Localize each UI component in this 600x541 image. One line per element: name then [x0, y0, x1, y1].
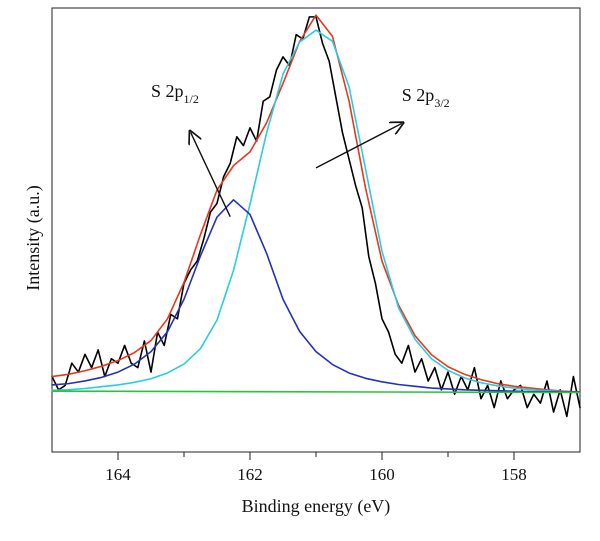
annotation-label-1: S 2p3/2 [402, 85, 450, 110]
series-0 [51, 16, 581, 418]
x-tick-label-158: 158 [501, 465, 527, 484]
y-axis-label: Intensity (a.u.) [23, 185, 44, 290]
series-1 [51, 14, 581, 393]
annotation-layer: S 2p1/2 S 2p3/2 [151, 81, 450, 217]
annotation-label-subscript: 3/2 [434, 96, 449, 110]
annotation-arrow-0 [191, 132, 231, 217]
series-layer [51, 14, 581, 418]
annotation-label-subscript: 1/2 [184, 92, 199, 106]
x-tick-label-164: 164 [105, 465, 131, 484]
annotation-label-base: S 2p [402, 85, 435, 105]
x-tick-label-162: 162 [237, 465, 263, 484]
annotation-label-0: S 2p1/2 [151, 81, 199, 106]
annotation-arrow-1 [315, 123, 402, 169]
x-tick-label-160: 160 [369, 465, 395, 484]
x-axis: 164 162 160 158 [105, 452, 527, 484]
series-4 [51, 390, 581, 394]
series-2 [51, 29, 581, 394]
annotation-label-base: S 2p [151, 81, 184, 101]
x-axis-label: Binding energy (eV) [242, 496, 391, 517]
series-3 [51, 199, 581, 393]
plot-frame [51, 7, 581, 453]
